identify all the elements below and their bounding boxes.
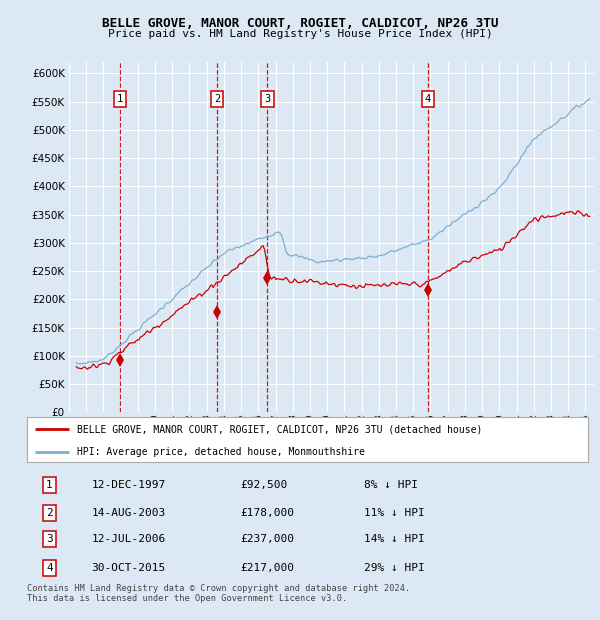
Text: £217,000: £217,000: [240, 563, 294, 573]
Text: £178,000: £178,000: [240, 508, 294, 518]
Text: 3: 3: [265, 94, 271, 104]
Text: 3: 3: [46, 534, 53, 544]
Text: Price paid vs. HM Land Registry's House Price Index (HPI): Price paid vs. HM Land Registry's House …: [107, 29, 493, 38]
Text: 12-DEC-1997: 12-DEC-1997: [92, 480, 166, 490]
Text: 4: 4: [424, 94, 431, 104]
Text: BELLE GROVE, MANOR COURT, ROGIET, CALDICOT, NP26 3TU: BELLE GROVE, MANOR COURT, ROGIET, CALDIC…: [102, 17, 498, 30]
Text: 14-AUG-2003: 14-AUG-2003: [92, 508, 166, 518]
Text: 14% ↓ HPI: 14% ↓ HPI: [364, 534, 424, 544]
Text: Contains HM Land Registry data © Crown copyright and database right 2024.
This d: Contains HM Land Registry data © Crown c…: [27, 584, 410, 603]
Text: 30-OCT-2015: 30-OCT-2015: [92, 563, 166, 573]
Text: 11% ↓ HPI: 11% ↓ HPI: [364, 508, 424, 518]
Text: 12-JUL-2006: 12-JUL-2006: [92, 534, 166, 544]
Text: 1: 1: [46, 480, 53, 490]
Text: £92,500: £92,500: [240, 480, 287, 490]
Text: 29% ↓ HPI: 29% ↓ HPI: [364, 563, 424, 573]
Text: BELLE GROVE, MANOR COURT, ROGIET, CALDICOT, NP26 3TU (detached house): BELLE GROVE, MANOR COURT, ROGIET, CALDIC…: [77, 424, 483, 435]
Text: 1: 1: [116, 94, 123, 104]
Text: 2: 2: [214, 94, 221, 104]
Text: HPI: Average price, detached house, Monmouthshire: HPI: Average price, detached house, Monm…: [77, 447, 365, 457]
Text: 8% ↓ HPI: 8% ↓ HPI: [364, 480, 418, 490]
Text: 2: 2: [46, 508, 53, 518]
Text: 4: 4: [46, 563, 53, 573]
Text: £237,000: £237,000: [240, 534, 294, 544]
